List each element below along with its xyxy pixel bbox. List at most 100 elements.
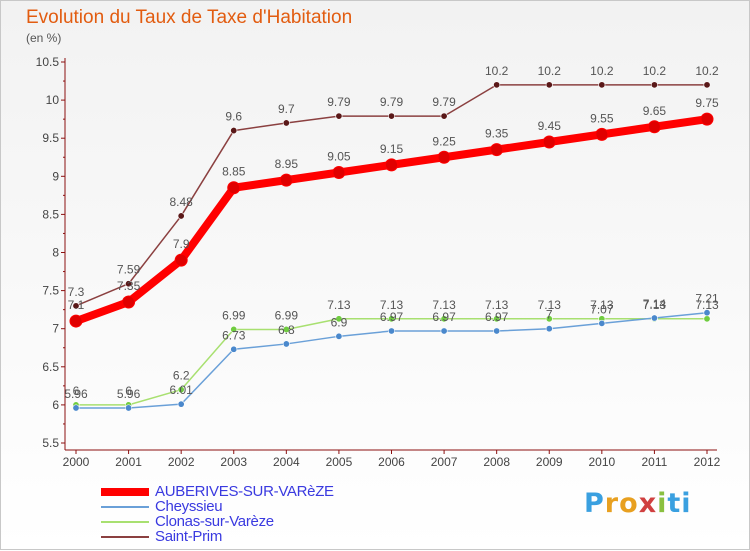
data-point — [440, 112, 448, 120]
legend-item: Clonas-sur-Varèze — [101, 513, 401, 530]
data-point — [282, 340, 290, 348]
x-tick-label: 2011 — [642, 455, 668, 469]
data-point — [490, 143, 504, 157]
logo-letter: o — [619, 488, 639, 519]
x-tick-label: 2001 — [115, 455, 142, 469]
data-label: 7.13 — [538, 298, 562, 312]
y-tick-label: 6 — [52, 398, 59, 412]
x-tick-label: 2009 — [536, 455, 563, 469]
x-tick-label: 2010 — [588, 455, 615, 469]
legend-label: Cheyssieu — [155, 498, 223, 515]
data-label: 6.99 — [222, 308, 246, 322]
logo-letter: r — [604, 488, 620, 519]
data-label: 6.73 — [222, 328, 246, 342]
data-label: 9.55 — [590, 111, 614, 125]
data-point — [703, 81, 711, 89]
data-point — [177, 386, 185, 394]
logo-letter: t — [667, 488, 682, 519]
data-point — [437, 150, 451, 164]
data-point — [177, 400, 185, 408]
data-label: 7.35 — [117, 279, 141, 293]
legend-item: Cheyssieu — [101, 498, 401, 515]
data-point — [545, 81, 553, 89]
data-point — [493, 315, 501, 323]
data-point — [595, 127, 609, 141]
data-point — [545, 315, 553, 323]
legend-label: AUBERIVES-SUR-VARèZE — [155, 483, 334, 500]
x-tick-label: 2004 — [273, 455, 300, 469]
data-label: 8.48 — [169, 195, 193, 209]
legend-label: Saint-Prim — [155, 528, 223, 545]
x-tick-label: 2008 — [483, 455, 510, 469]
data-label: 7.07 — [590, 302, 614, 316]
data-label: 7.21 — [695, 292, 719, 306]
data-label: 9.7 — [278, 102, 295, 116]
data-label: 5.96 — [117, 387, 141, 401]
series-markers — [69, 81, 714, 412]
data-label: 9.79 — [380, 95, 404, 109]
proxiti-logo: Proxiti — [584, 488, 692, 519]
data-point — [230, 345, 238, 353]
data-label: 7.1 — [68, 298, 85, 312]
data-point — [335, 315, 343, 323]
logo-letter: P — [584, 488, 605, 519]
data-label: 9.25 — [432, 134, 456, 148]
data-point — [230, 325, 238, 333]
data-label: 6 — [125, 384, 132, 398]
data-label: 7.14 — [643, 297, 667, 311]
data-point — [647, 120, 661, 134]
data-point — [700, 112, 714, 126]
data-point — [542, 135, 556, 149]
data-label: 6.97 — [380, 310, 404, 324]
data-labels: 7.3 7.59 8.48 9.6 9.7 9.79 9.79 9.79 10.2 10.2 10.… — [64, 64, 719, 401]
data-label: 9.79 — [432, 95, 456, 109]
legend: AUBERIVES-SUR-VARèZE Cheyssieu Clonas-sur-… — [101, 483, 401, 545]
data-label: 6.8 — [278, 323, 295, 337]
data-label: 6 — [73, 384, 80, 398]
data-label: 6.99 — [275, 308, 299, 322]
data-point — [387, 112, 395, 120]
data-point — [279, 173, 293, 187]
data-label: 7.13 — [485, 298, 509, 312]
data-label: 8.85 — [222, 165, 246, 179]
axes: 5.5 6 6.5 7 7.5 8 8.5 9 9.5 10 10.5 2000 2001 2002 200… — [36, 55, 721, 469]
data-label: 6.97 — [485, 310, 509, 324]
data-label: 9.6 — [225, 110, 242, 124]
y-tick-label: 6.5 — [42, 360, 59, 374]
data-point — [387, 327, 395, 335]
data-label: 7.13 — [590, 298, 614, 312]
x-tick-label: 2003 — [220, 455, 247, 469]
data-point — [72, 302, 80, 310]
chart-unit-label: (en %) — [26, 31, 62, 45]
series-lines — [72, 84, 711, 409]
data-point — [598, 319, 606, 327]
data-label: 9.15 — [380, 142, 404, 156]
data-point — [493, 81, 501, 89]
data-label: 7.13 — [380, 298, 404, 312]
data-point — [335, 112, 343, 120]
data-label: 8.95 — [275, 157, 299, 171]
x-tick-label: 2002 — [168, 455, 195, 469]
x-tick-label: 2005 — [326, 455, 353, 469]
data-label: 7.9 — [173, 237, 190, 251]
data-point — [227, 181, 241, 195]
x-tick-label: 2012 — [694, 455, 721, 469]
legend-swatch — [101, 488, 149, 496]
logo-letter: i — [657, 488, 668, 519]
data-label: 7.3 — [68, 285, 85, 299]
data-point — [125, 280, 133, 288]
y-tick-label: 9 — [52, 169, 59, 183]
data-point — [703, 309, 711, 317]
y-tick-label: 7.5 — [42, 284, 59, 298]
data-label: 9.35 — [485, 127, 509, 141]
data-point — [335, 332, 343, 340]
data-label: 10.2 — [695, 64, 719, 78]
data-label: 9.79 — [327, 95, 351, 109]
data-point — [650, 81, 658, 89]
data-label: 7.13 — [432, 298, 456, 312]
data-point — [282, 119, 290, 127]
data-point — [545, 325, 553, 333]
chart-title: Evolution du Taux de Taxe d'Habitation — [26, 7, 353, 28]
y-tick-label: 7 — [52, 322, 59, 336]
